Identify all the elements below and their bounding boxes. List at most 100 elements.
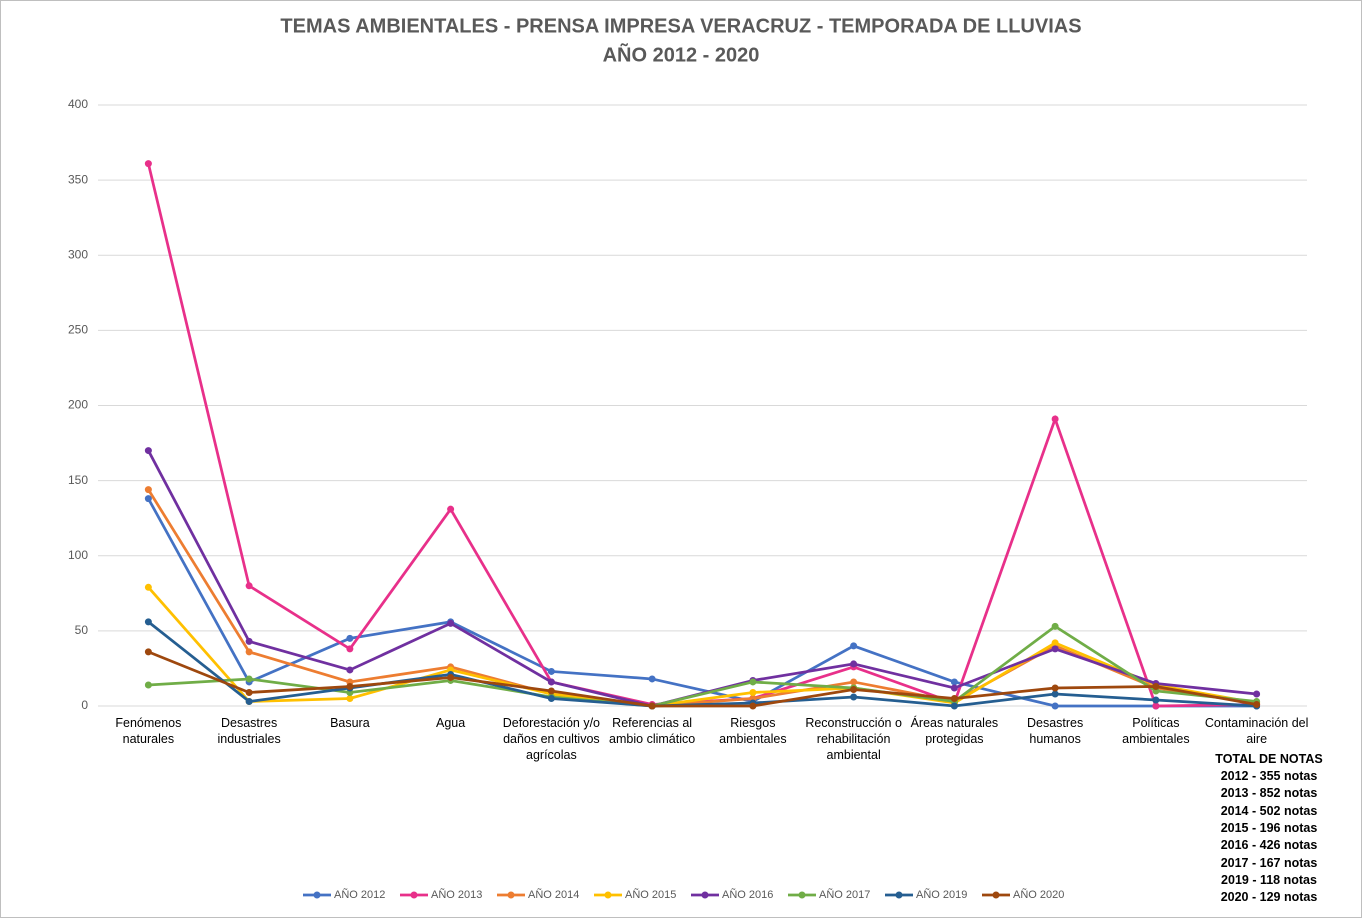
y-tick-label: 400 — [68, 97, 88, 111]
chart-subtitle: AÑO 2012 - 2020 — [603, 43, 760, 66]
x-tick-label: Contaminación del aire — [1204, 716, 1309, 746]
x-tick-label: Áreas naturales protegidas — [910, 716, 999, 746]
y-tick-label: 200 — [68, 398, 88, 412]
data-point — [245, 582, 253, 590]
data-point — [245, 648, 253, 656]
series-line — [147, 620, 1257, 708]
y-tick-label: 300 — [68, 247, 88, 261]
data-point — [1152, 682, 1160, 690]
x-tick-label: Desastres humanos — [1026, 716, 1084, 746]
y-tick-label: 0 — [81, 698, 88, 712]
data-point — [346, 666, 354, 674]
data-point — [144, 681, 152, 689]
data-point — [346, 634, 354, 642]
data-point — [547, 694, 555, 702]
data-point — [749, 702, 757, 710]
y-tick-label: 50 — [75, 623, 89, 637]
legend-marker — [701, 891, 709, 899]
x-tick-label: Deforestación y/o daños en cultivos agrí… — [502, 716, 601, 762]
x-tick-label: Fenómenos naturales — [115, 716, 182, 746]
totals-line: 2016 - 426 notas — [1220, 838, 1318, 853]
y-tick-label: 100 — [68, 548, 88, 562]
x-tick-label: Basura — [330, 716, 370, 730]
legend-label: AÑO 2014 — [528, 888, 579, 901]
data-point — [346, 682, 354, 690]
data-point — [144, 160, 152, 168]
y-tick-label: 250 — [68, 323, 88, 337]
data-point — [346, 645, 354, 653]
series-line — [147, 497, 1257, 708]
legend-label: AÑO 2015 — [625, 888, 676, 901]
data-point — [950, 678, 958, 686]
totals-line: 2019 - 118 notas — [1221, 872, 1317, 887]
data-point — [1253, 700, 1261, 708]
x-tick-label: Desastres industriales — [217, 716, 281, 746]
data-point — [1051, 639, 1059, 647]
data-point — [648, 675, 656, 683]
x-tick-label: Referencias al ambio climático — [609, 716, 696, 746]
data-point — [749, 678, 757, 686]
data-point — [1051, 702, 1059, 710]
data-point — [245, 637, 253, 645]
data-point — [850, 660, 858, 668]
x-tick-label: Reconstrucción o rehabilitación ambienta… — [805, 716, 902, 762]
data-point — [1152, 696, 1160, 704]
data-point — [547, 678, 555, 686]
data-point — [245, 697, 253, 705]
data-point — [144, 486, 152, 494]
data-point — [1051, 645, 1059, 653]
data-point — [447, 673, 455, 681]
data-point — [1051, 622, 1059, 630]
data-point — [1152, 702, 1160, 710]
data-point — [346, 694, 354, 702]
legend-label: AÑO 2020 — [1013, 888, 1064, 901]
data-point — [144, 495, 152, 503]
data-point — [850, 693, 858, 701]
legend-marker — [410, 891, 418, 899]
legend-label: AÑO 2012 — [334, 888, 385, 901]
legend-label: AÑO 2016 — [722, 888, 773, 901]
totals-line: 2020 - 129 notas — [1220, 890, 1318, 905]
legend-label: AÑO 2017 — [819, 888, 870, 901]
data-point — [447, 619, 455, 627]
data-point — [547, 667, 555, 675]
legend-label: AÑO 2013 — [431, 888, 482, 901]
data-point — [1051, 415, 1059, 423]
legend-marker — [992, 891, 1000, 899]
series-line — [147, 650, 1257, 708]
data-point — [1051, 690, 1059, 698]
data-point — [144, 583, 152, 591]
data-point — [950, 702, 958, 710]
totals-line: 2014 - 502 notas — [1220, 803, 1318, 818]
data-point — [144, 447, 152, 455]
legend-marker — [895, 891, 903, 899]
legend-label: AÑO 2019 — [916, 888, 967, 901]
legend-marker — [604, 891, 612, 899]
y-tick-label: 150 — [68, 473, 88, 487]
data-point — [648, 702, 656, 710]
data-point — [245, 688, 253, 696]
legend-marker — [313, 891, 321, 899]
data-point — [850, 642, 858, 650]
data-point — [144, 618, 152, 626]
data-point — [144, 648, 152, 656]
y-tick-label: 350 — [68, 172, 88, 186]
data-point — [850, 685, 858, 693]
totals-line: 2017 - 167 notas — [1220, 855, 1318, 870]
legend-marker — [507, 891, 515, 899]
totals-line: 2015 - 196 notas — [1220, 820, 1318, 835]
totals-title: TOTAL DE NOTAS — [1215, 752, 1323, 766]
totals-line: 2013 - 852 notas — [1220, 786, 1318, 801]
data-point — [850, 678, 858, 686]
totals-line: 2012 - 355 notas — [1220, 769, 1318, 783]
chart-title: TEMAS AMBIENTALES - PRENSA IMPRESA VERAC… — [280, 15, 1081, 37]
x-tick-label: Políticas ambientales — [1122, 716, 1190, 746]
data-point — [245, 675, 253, 683]
data-point — [1051, 684, 1059, 692]
series-line — [147, 586, 1257, 708]
series-line — [147, 488, 1257, 708]
data-point — [950, 684, 958, 692]
